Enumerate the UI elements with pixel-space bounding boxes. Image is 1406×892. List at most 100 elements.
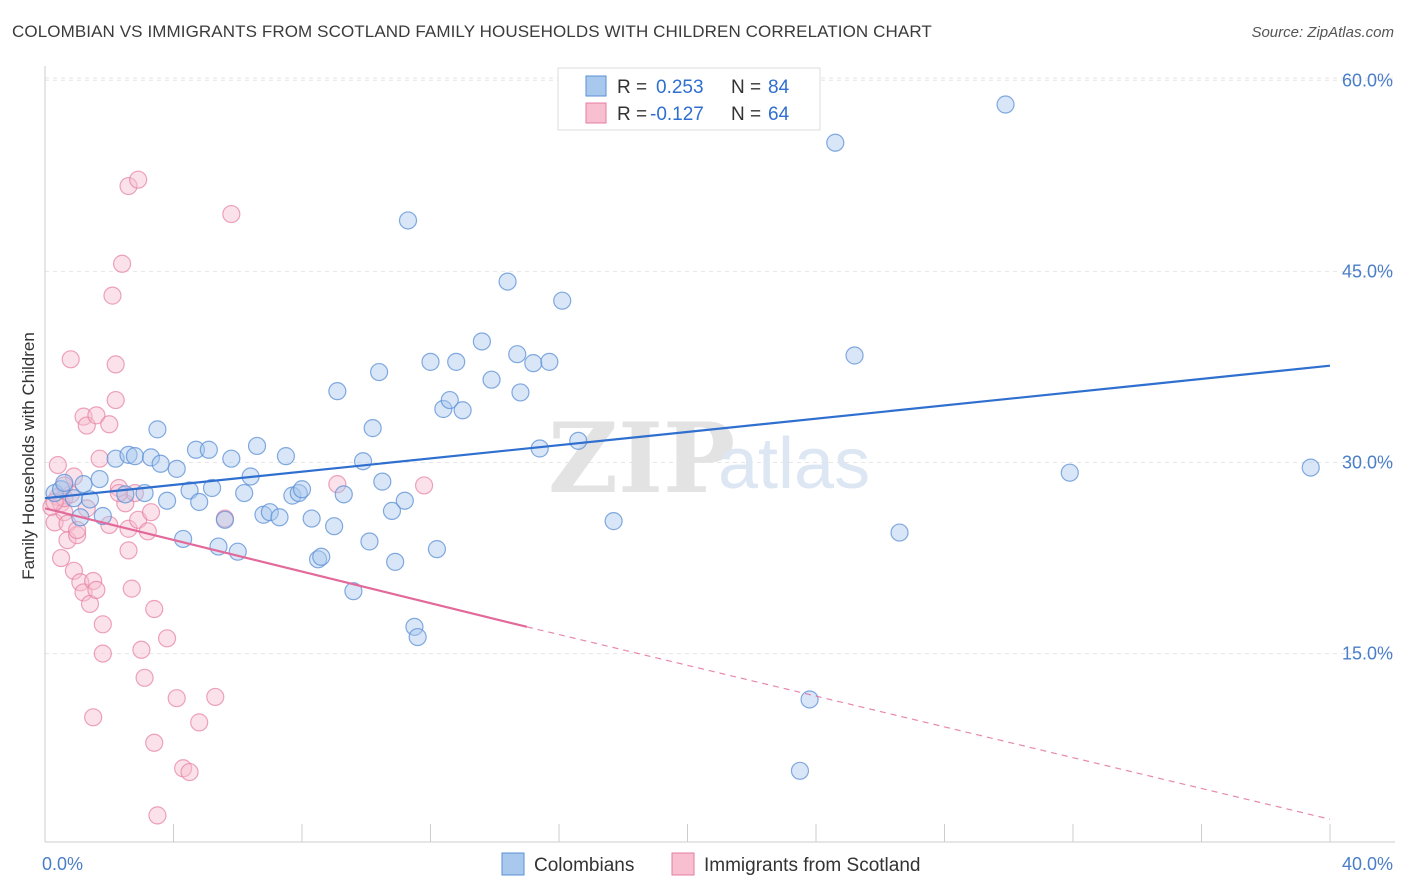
colombian-point — [247, 436, 267, 456]
colombian-point — [215, 510, 234, 529]
scotland-point — [112, 254, 132, 273]
colombian-point — [312, 547, 331, 566]
scotland-point — [141, 503, 161, 522]
scotland-trend-line — [44, 507, 528, 628]
legend-n-label: N = — [731, 77, 761, 98]
scotland-point — [222, 204, 241, 224]
y-axis-title: Family Households with Children — [19, 332, 38, 580]
scotland-point — [109, 483, 128, 503]
x-tick-label: 0.0% — [42, 854, 83, 874]
colombian-point — [270, 508, 289, 527]
colombian-point — [447, 352, 466, 371]
colombian-point — [235, 483, 254, 503]
scotland-trend-extension — [526, 626, 1331, 820]
scotland-point — [145, 733, 164, 752]
source-credit: Source: ZipAtlas.com — [1251, 24, 1394, 41]
colombian-point — [292, 480, 312, 499]
legend-r-label: R = — [617, 77, 647, 98]
colombian-point — [386, 552, 405, 571]
colombian-point — [74, 475, 93, 494]
scotland-point — [71, 573, 90, 592]
scotland-point — [122, 579, 141, 598]
legend-r-value: -0.127 — [650, 104, 704, 125]
colombian-point — [405, 617, 424, 636]
colombian-point — [845, 346, 864, 365]
bottom-legend-swatch-colombians — [501, 852, 525, 876]
legend-swatch-colombians — [585, 75, 607, 97]
scotland-point — [61, 350, 80, 369]
y-tick-label: 45.0% — [1342, 261, 1393, 281]
legend-r-value: 0.253 — [656, 77, 704, 98]
scotland-points — [42, 170, 434, 825]
grid-lines — [45, 77, 1395, 655]
y-tick-label: 60.0% — [1342, 70, 1393, 90]
watermark-zip: ZIP — [548, 402, 735, 515]
colombian-point — [1060, 463, 1079, 482]
colombian-point — [360, 532, 379, 551]
y-tick-label: 30.0% — [1342, 453, 1393, 473]
colombian-point — [90, 469, 109, 489]
colombian-point — [540, 352, 559, 371]
scotland-point — [64, 561, 84, 580]
scotland-point — [48, 455, 67, 475]
colombian-point — [826, 133, 845, 152]
colombian-point — [186, 440, 206, 459]
x-tick-labels: 0.0% 40.0% — [42, 854, 1393, 874]
colombian-point — [511, 383, 530, 402]
colombian-point — [553, 291, 572, 310]
colombian-point — [80, 490, 100, 509]
colombian-point — [890, 523, 909, 542]
scotland-point — [180, 762, 199, 782]
colombian-point — [328, 382, 347, 401]
scotland-point — [106, 390, 125, 410]
legend-n-label: N = — [731, 104, 761, 125]
legend-r-label: R = — [617, 104, 647, 125]
colombian-point — [453, 401, 472, 420]
colombian-point — [421, 352, 440, 371]
colombian-point — [373, 472, 392, 491]
scotland-point — [51, 548, 71, 568]
scotland-point — [157, 629, 177, 648]
scotland-point — [68, 526, 87, 545]
colombian-point — [119, 445, 138, 464]
colombian-point — [472, 332, 491, 351]
colombian-point — [800, 690, 819, 709]
scotland-point — [145, 599, 164, 619]
colombian-points — [45, 95, 1320, 780]
colombian-point — [302, 509, 321, 528]
colombian-point — [334, 485, 353, 504]
colombian-point — [157, 491, 177, 510]
scotland-point — [206, 687, 225, 707]
scotland-point — [93, 644, 112, 663]
colombian-point — [260, 503, 279, 522]
colombian-point — [382, 501, 402, 521]
colombian-point — [498, 272, 517, 291]
colombian-trend-line — [44, 364, 1331, 500]
colombian-point — [569, 431, 588, 450]
colombian-point — [482, 370, 501, 389]
colombian-point — [604, 512, 623, 531]
colombian-point — [353, 452, 373, 471]
correlation-legend: R = 0.253 N = 84 R = -0.127 N = 64 — [557, 67, 821, 131]
colombian-point — [325, 517, 344, 536]
scotland-point — [414, 476, 434, 495]
axes — [44, 66, 1395, 843]
legend-n-value: 64 — [768, 104, 790, 125]
scotland-point — [100, 415, 119, 434]
colombian-point — [440, 390, 459, 410]
y-tick-label: 15.0% — [1342, 644, 1393, 664]
colombian-point — [790, 761, 810, 780]
colombian-point — [408, 627, 427, 647]
colombian-point — [148, 420, 167, 439]
bottom-legend-scotland: Immigrants from Scotland — [704, 855, 920, 876]
watermark: ZIP atlas — [548, 402, 870, 515]
colombian-point — [151, 454, 170, 473]
scotland-point — [119, 541, 138, 560]
colombian-point — [363, 419, 382, 438]
scotland-point — [132, 640, 151, 659]
colombian-point — [508, 345, 527, 364]
colombian-point — [344, 582, 363, 601]
colombian-point — [93, 506, 112, 526]
scotland-point — [119, 176, 138, 196]
